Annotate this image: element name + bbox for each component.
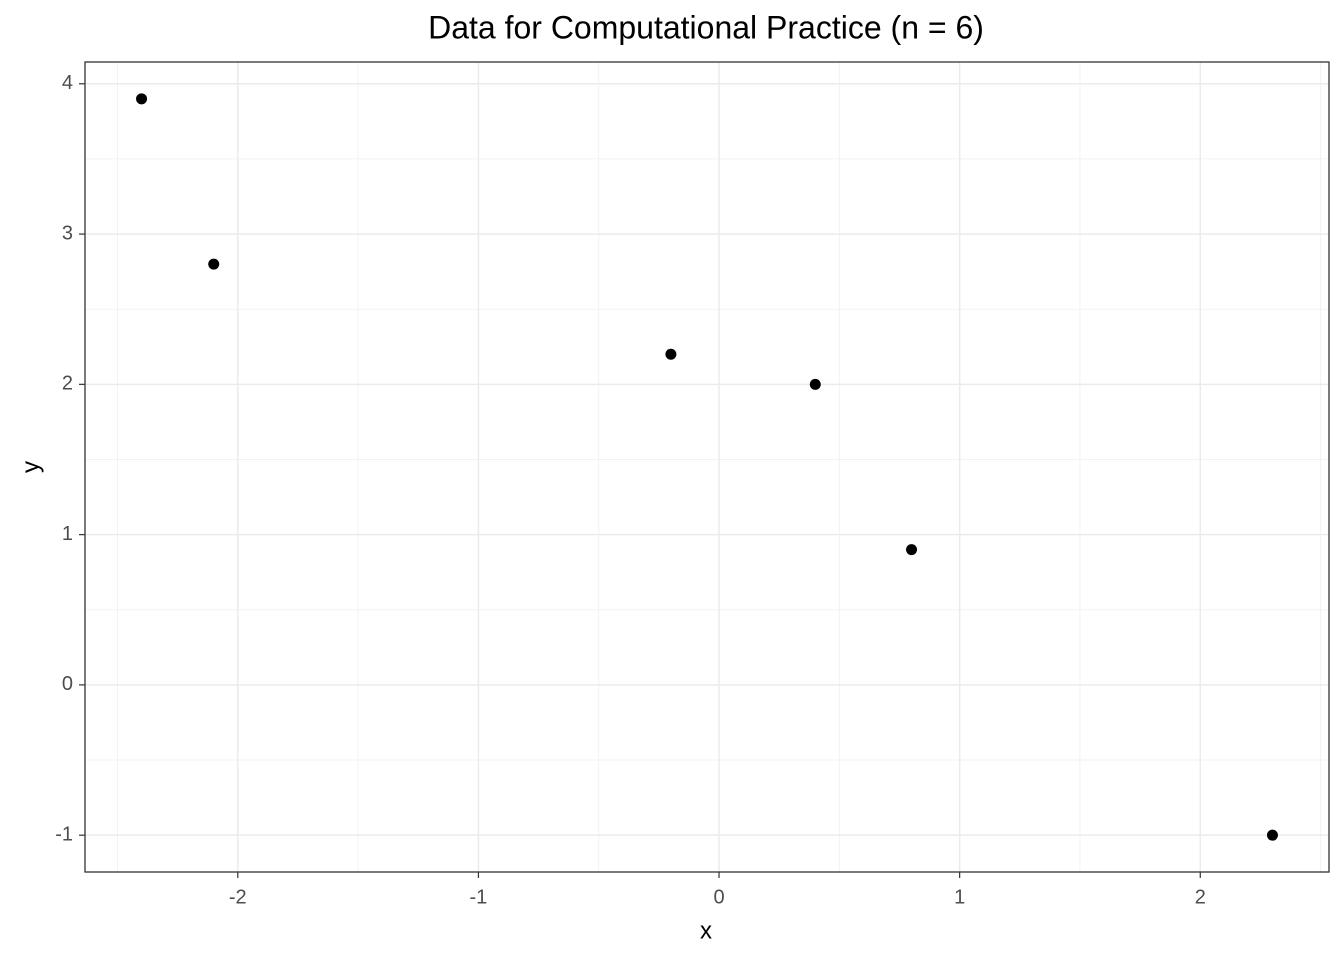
point (665, 348, 677, 360)
x-tick-label: 1 (954, 886, 965, 908)
x-tick-label: -2 (229, 886, 247, 908)
point (906, 544, 918, 556)
point (1266, 829, 1278, 841)
point (208, 258, 220, 270)
y-tick-label: 3 (62, 222, 73, 244)
y-tick-label: -1 (55, 823, 73, 845)
x-tick-label: -1 (470, 886, 488, 908)
point (809, 378, 821, 390)
y-tick-label: 1 (62, 523, 73, 545)
x-tick-label: 2 (1195, 886, 1206, 908)
y-tick-label: 2 (62, 373, 73, 395)
y-tick-label: 4 (62, 72, 73, 94)
point (136, 93, 148, 105)
y-tick-label: 0 (62, 673, 73, 695)
y-axis-title: y (17, 461, 44, 473)
panel-border (84, 61, 1330, 873)
panel (85, 62, 1329, 872)
x-tick-label: 0 (713, 886, 724, 908)
chart-title: Data for Computational Practice (n = 6) (428, 9, 984, 45)
x-axis-title: x (700, 917, 712, 944)
